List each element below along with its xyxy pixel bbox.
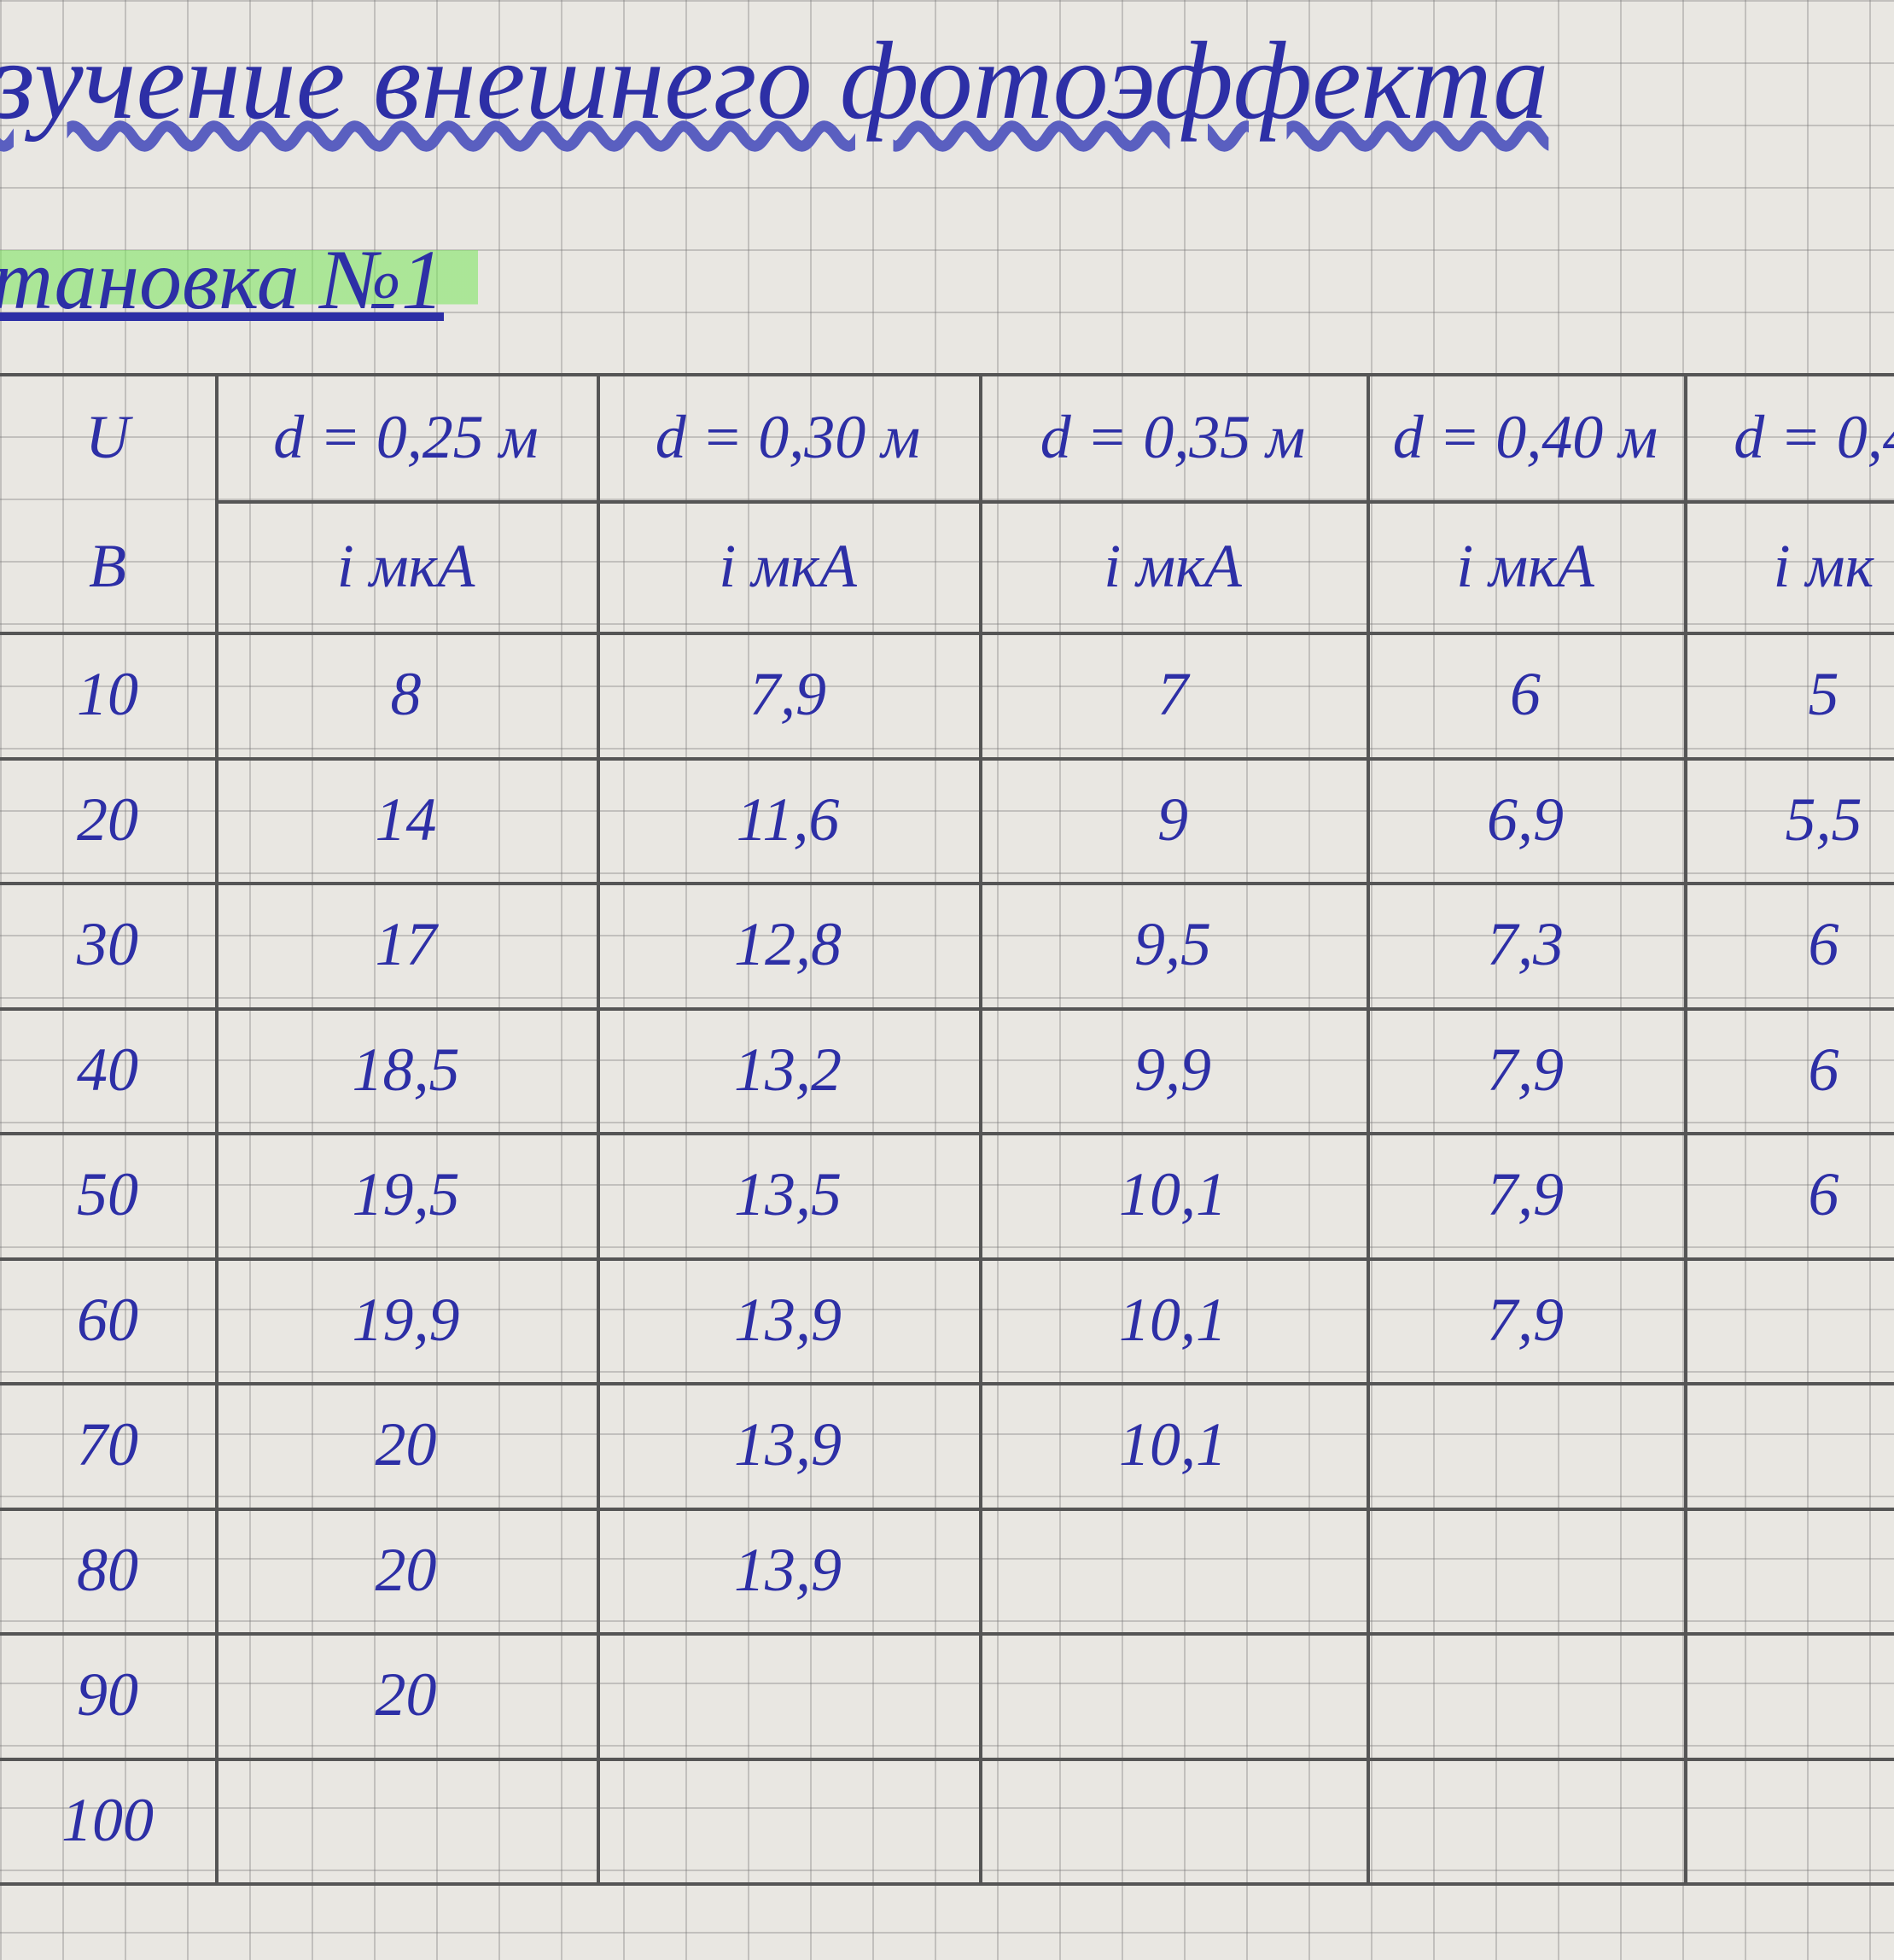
unit-cell: В: [89, 532, 126, 600]
table-cell: 60: [77, 1285, 138, 1354]
unit-cell: i мкА: [719, 532, 857, 600]
unit-cell: i мкА: [1104, 532, 1242, 600]
unit-cell: i мкА: [1456, 532, 1594, 600]
table-cell: 7,9: [1487, 1285, 1564, 1354]
table-cell: 30: [77, 910, 138, 979]
table-cell: 7,9: [1487, 1160, 1564, 1229]
table-cell: 12,8: [734, 910, 842, 979]
table-cell: 19,9: [352, 1285, 460, 1354]
row-line: [0, 1257, 1894, 1261]
row-line: [0, 1382, 1894, 1385]
table-cell: 5: [1808, 660, 1839, 729]
table-cell: 20: [375, 1660, 437, 1730]
table-cell: 8: [390, 660, 422, 729]
row-line: [0, 1507, 1894, 1511]
table-cell: 18,5: [352, 1035, 460, 1104]
unit-cell: i мк: [1773, 532, 1874, 600]
header-cell: d = 0,4: [1734, 402, 1894, 471]
row-line: [215, 500, 1894, 504]
table-cell: 7,3: [1487, 910, 1564, 979]
table-cell: 6: [1510, 660, 1541, 729]
table-cell: 100: [61, 1785, 154, 1854]
table-cell: 11,6: [736, 785, 840, 854]
header-cell: U: [85, 402, 130, 471]
column-line: [215, 373, 219, 1882]
table-cell: 10,1: [1119, 1285, 1227, 1354]
row-line: [0, 1132, 1894, 1135]
table-cell: 9: [1157, 785, 1188, 854]
table-cell: 5,5: [1785, 785, 1862, 854]
table-cell: 50: [77, 1160, 138, 1229]
table-cell: 10,1: [1119, 1160, 1227, 1229]
column-line: [979, 373, 982, 1882]
row-line: [0, 373, 1894, 376]
table-cell: 13,9: [734, 1410, 842, 1479]
header-cell: d = 0,30 м: [655, 402, 921, 471]
table-cell: 6: [1808, 910, 1839, 979]
row-line: [0, 1757, 1894, 1761]
table-cell: 80: [77, 1535, 138, 1604]
table-cell: 6: [1808, 1035, 1839, 1104]
column-line: [1367, 373, 1370, 1882]
unit-cell: i мкА: [336, 532, 475, 600]
table-cell: 13,2: [734, 1035, 842, 1104]
table-cell: 20: [375, 1535, 437, 1604]
column-line: [597, 373, 600, 1882]
row-line: [0, 1006, 1894, 1011]
table-cell: 13,5: [734, 1160, 842, 1229]
table-cell: 6,9: [1487, 785, 1564, 854]
table-cell: 19,5: [352, 1160, 460, 1229]
row-line: [0, 632, 1894, 635]
header-cell: d = 0,35 м: [1040, 402, 1306, 471]
table-cell: 13,9: [734, 1285, 842, 1354]
header-cell: d = 0,40 м: [1392, 402, 1658, 471]
table-cell: 20: [375, 1410, 437, 1479]
row-line: [0, 1882, 1894, 1886]
header-cell: d = 0,25 м: [273, 402, 539, 471]
table-cell: 20: [77, 785, 138, 854]
table-cell: 13,9: [734, 1535, 842, 1604]
table-cell: 7,9: [1487, 1035, 1564, 1104]
row-line: [0, 756, 1894, 761]
table-cell: 17: [375, 910, 437, 979]
table-cell: 90: [77, 1660, 138, 1730]
table-cell: 9,5: [1134, 910, 1211, 979]
table-cell: 40: [77, 1035, 138, 1104]
row-line: [0, 1632, 1894, 1636]
table-cell: 7,9: [749, 660, 826, 729]
table-cell: 7: [1157, 660, 1188, 729]
table-cell: 9,9: [1134, 1035, 1211, 1104]
column-line: [1684, 373, 1687, 1882]
title: зучение внешнего фотоэффекта: [0, 20, 1549, 143]
table-cell: 14: [375, 785, 437, 854]
table-cell: 10: [77, 660, 138, 729]
table-cell: 6: [1808, 1160, 1839, 1229]
table-cell: 10,1: [1119, 1410, 1227, 1479]
subtitle: тановка №1: [0, 230, 479, 329]
table-cell: 70: [77, 1410, 138, 1479]
row-line: [0, 882, 1894, 885]
